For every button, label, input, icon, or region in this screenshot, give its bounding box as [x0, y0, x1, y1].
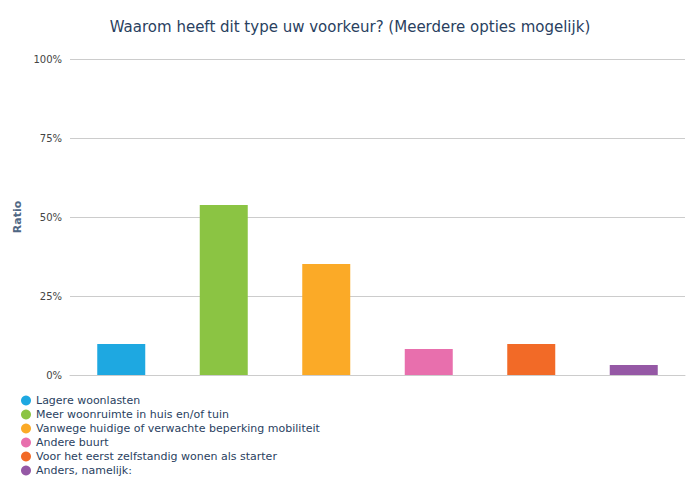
svg-text:100%: 100% — [33, 54, 62, 65]
svg-text:0%: 0% — [46, 370, 62, 381]
svg-text:Meer woonruimte in huis en/of: Meer woonruimte in huis en/of tuin — [36, 408, 229, 421]
svg-text:Andere buurt: Andere buurt — [36, 436, 109, 449]
svg-text:Waarom heeft dit type uw voork: Waarom heeft dit type uw voorkeur? (Meer… — [110, 18, 591, 36]
svg-text:Ratio: Ratio — [11, 200, 24, 233]
svg-text:50%: 50% — [40, 212, 62, 223]
svg-text:25%: 25% — [40, 291, 62, 302]
svg-text:Vanwege huidige of verwachte b: Vanwege huidige of verwachte beperking m… — [36, 422, 321, 435]
svg-text:75%: 75% — [40, 133, 62, 144]
svg-text:Anders, namelijk:: Anders, namelijk: — [36, 464, 132, 477]
svg-text:Lagere woonlasten: Lagere woonlasten — [36, 394, 140, 407]
svg-text:Voor het eerst zelfstandig won: Voor het eerst zelfstandig wonen als sta… — [36, 450, 277, 463]
